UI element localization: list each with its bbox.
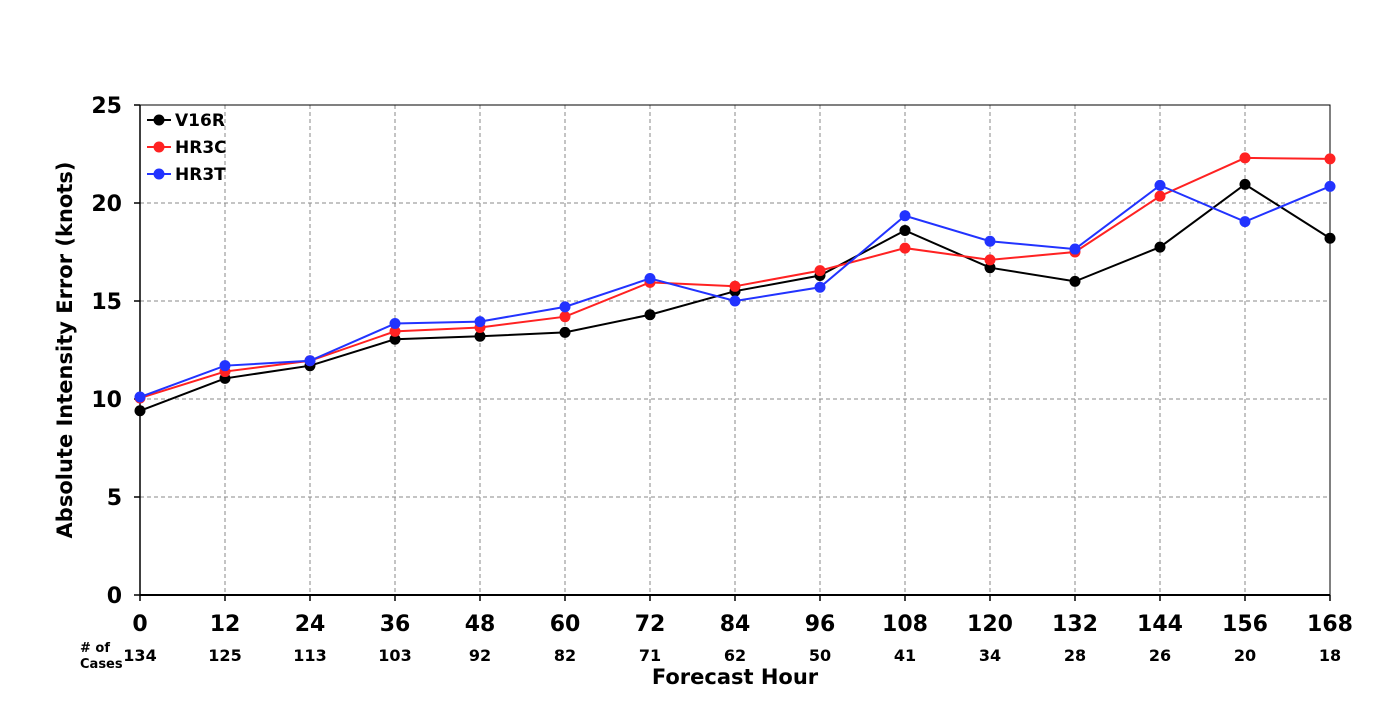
- case-count-label: 50: [809, 646, 831, 665]
- data-point-hr3c: [729, 280, 741, 292]
- data-point-hr3c: [1239, 152, 1251, 164]
- data-point-hr3c: [1154, 190, 1166, 202]
- data-point-hr3t: [1324, 180, 1336, 192]
- labels-layer: 0 5 10 15 20 25 0 134 12 125 24 113 36 103 48 92 60 82 72 7…: [53, 94, 1353, 689]
- y-tick-label: 25: [91, 94, 122, 119]
- data-point-v16r: [1324, 232, 1336, 244]
- y-tick-label: 10: [91, 388, 122, 413]
- data-point-v16r: [389, 333, 401, 345]
- x-tick-label: 168: [1307, 612, 1353, 637]
- data-point-v16r: [644, 309, 656, 321]
- x-tick-label: 84: [720, 612, 751, 637]
- series-layer: [134, 152, 1336, 417]
- grid-layer: [140, 105, 1330, 595]
- y-tick-label: 0: [107, 584, 122, 609]
- x-tick-label: 0: [132, 612, 147, 637]
- data-point-hr3t: [729, 295, 741, 307]
- x-tick-label: 144: [1137, 612, 1183, 637]
- data-point-hr3t: [1069, 243, 1081, 255]
- cases-label-line2: Cases: [80, 657, 123, 672]
- data-point-hr3c: [814, 265, 826, 277]
- case-count-label: 125: [208, 646, 241, 665]
- x-tick-label: 156: [1222, 612, 1268, 637]
- data-point-v16r: [899, 224, 911, 236]
- case-count-label: 18: [1319, 646, 1341, 665]
- x-tick-label: 96: [805, 612, 836, 637]
- data-point-hr3t: [814, 281, 826, 293]
- x-tick-label: 36: [380, 612, 411, 637]
- x-tick-label: 132: [1052, 612, 1098, 637]
- legend: V16R HR3C HR3T: [147, 111, 227, 185]
- data-point-hr3t: [134, 391, 146, 403]
- data-point-v16r: [1154, 241, 1166, 253]
- cases-label-line1: # of: [80, 641, 110, 656]
- x-tick-label: 108: [882, 612, 928, 637]
- data-point-hr3t: [559, 301, 571, 313]
- data-point-v16r: [559, 326, 571, 338]
- legend-label-hr3c: HR3C: [175, 138, 227, 158]
- y-tick-label: 15: [91, 290, 122, 315]
- data-point-v16r: [134, 405, 146, 417]
- case-count-label: 103: [378, 646, 411, 665]
- y-axis-title: Absolute Intensity Error (knots): [53, 162, 77, 539]
- case-count-label: 34: [979, 646, 1001, 665]
- case-count-label: 71: [639, 646, 661, 665]
- case-count-label: 28: [1064, 646, 1086, 665]
- data-point-hr3t: [1239, 216, 1251, 228]
- data-point-hr3c: [389, 325, 401, 337]
- x-axis-title: Forecast Hour: [652, 665, 819, 689]
- data-point-hr3t: [389, 318, 401, 330]
- data-point-v16r: [1239, 178, 1251, 190]
- data-point-hr3t: [219, 360, 231, 372]
- case-count-label: 20: [1234, 646, 1256, 665]
- legend-label-hr3t: HR3T: [175, 165, 226, 185]
- data-point-hr3t: [644, 272, 656, 284]
- case-count-label: 113: [293, 646, 326, 665]
- data-point-hr3t: [474, 316, 486, 328]
- data-point-hr3t: [304, 355, 316, 367]
- data-point-v16r: [984, 262, 996, 274]
- data-point-hr3t: [1154, 179, 1166, 191]
- legend-marker-v16r: [153, 114, 165, 126]
- x-tick-label: 24: [295, 612, 326, 637]
- data-point-hr3t: [899, 210, 911, 222]
- x-tick-label: 120: [967, 612, 1013, 637]
- data-point-hr3c: [1324, 153, 1336, 165]
- y-tick-label: 20: [91, 192, 122, 217]
- data-point-hr3c: [559, 311, 571, 323]
- data-point-hr3c: [984, 254, 996, 266]
- legend-marker-hr3c: [153, 141, 165, 153]
- y-tick-label: 5: [107, 486, 122, 511]
- data-point-hr3t: [984, 235, 996, 247]
- case-count-label: 62: [724, 646, 746, 665]
- x-tick-label: 60: [550, 612, 581, 637]
- x-tick-label: 12: [210, 612, 241, 637]
- data-point-v16r: [474, 330, 486, 342]
- case-count-label: 26: [1149, 646, 1171, 665]
- case-count-label: 41: [894, 646, 916, 665]
- case-count-label: 134: [123, 646, 156, 665]
- x-tick-label: 48: [465, 612, 496, 637]
- legend-label-v16r: V16R: [175, 111, 225, 131]
- case-count-label: 82: [554, 646, 576, 665]
- legend-marker-hr3t: [153, 168, 165, 180]
- case-count-label: 92: [469, 646, 491, 665]
- axes-layer: [134, 104, 1331, 601]
- data-point-hr3c: [899, 242, 911, 254]
- data-point-v16r: [1069, 275, 1081, 287]
- x-tick-label: 72: [635, 612, 666, 637]
